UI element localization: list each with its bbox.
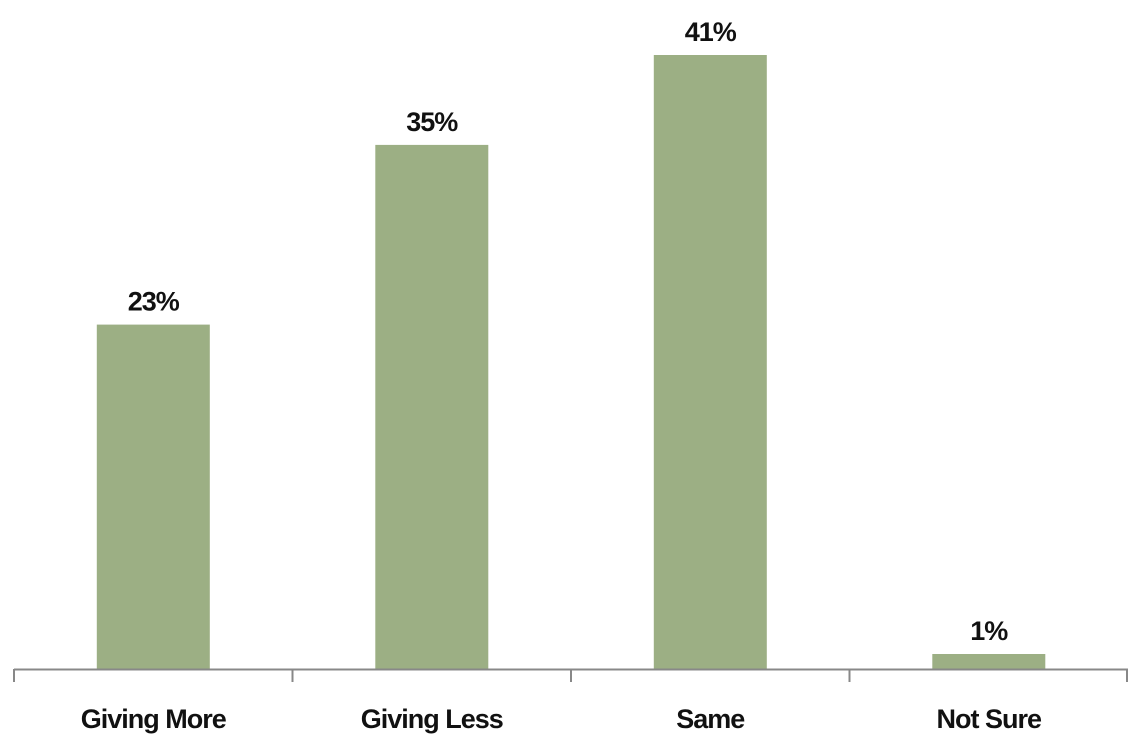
data-label-same: 41% xyxy=(685,17,737,47)
data-label-giving-more: 23% xyxy=(128,287,180,317)
x-tick-label-giving-more: Giving More xyxy=(81,704,227,734)
x-tick-label-not-sure: Not Sure xyxy=(937,704,1042,734)
bar-giving-less xyxy=(375,144,489,669)
x-tick-label-giving-less: Giving Less xyxy=(361,704,503,734)
data-labels-group: 23% 35% 41% 1% xyxy=(128,17,1010,646)
bars-group xyxy=(96,55,1046,669)
x-axis xyxy=(13,668,1128,682)
bar-same xyxy=(653,55,767,669)
data-label-giving-less: 35% xyxy=(406,107,458,137)
x-tick-labels-group: Giving More Giving Less Same Not Sure xyxy=(81,704,1043,734)
bar-not-sure xyxy=(932,654,1046,669)
x-tick-label-same: Same xyxy=(676,704,745,734)
bar-giving-more xyxy=(96,324,210,669)
data-label-not-sure: 1% xyxy=(970,616,1008,646)
